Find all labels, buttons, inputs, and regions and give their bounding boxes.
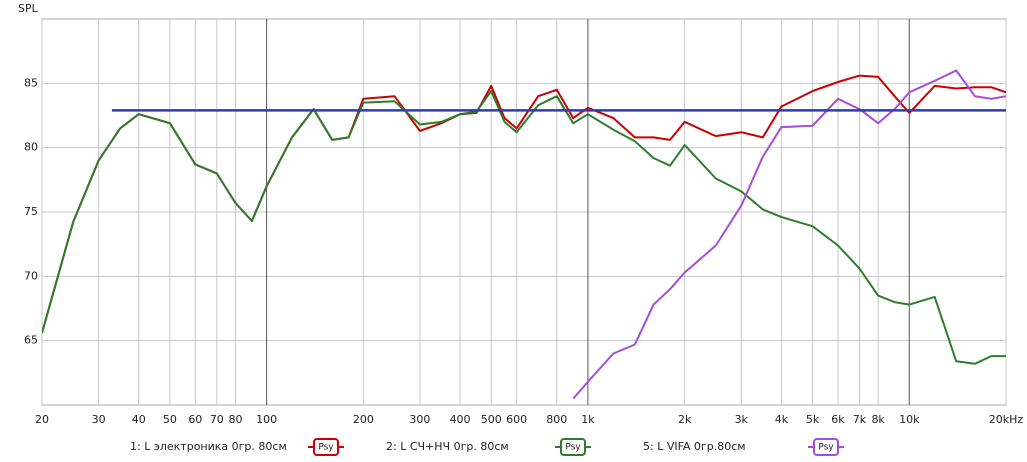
x-tick-label: 800 xyxy=(546,413,567,426)
legend-badge xyxy=(313,438,339,456)
x-tick-label: 10k xyxy=(899,413,920,426)
y-axis-label: SPL xyxy=(18,2,39,15)
legend-badge-text: Psy xyxy=(818,443,834,453)
x-tick-label: 20kHz xyxy=(989,413,1024,426)
plot-lines xyxy=(42,69,1006,400)
x-tick-label: 500 xyxy=(481,413,502,426)
x-tick-label: 20 xyxy=(35,413,49,426)
legend-label: 1: L электроника 0гр. 80см xyxy=(130,440,287,453)
x-tick-label: 600 xyxy=(506,413,527,426)
legend-badge-text: Psy xyxy=(318,443,334,453)
legend-label: 2: L СЧ+НЧ 0гр. 80см xyxy=(386,440,509,453)
legend-label: 5: L VIFA 0гр.80см xyxy=(643,440,746,453)
series-line xyxy=(42,90,1006,365)
x-tick-label: 400 xyxy=(450,413,471,426)
x-tick-label: 1k xyxy=(581,413,595,426)
x-tick-label: 2k xyxy=(678,413,692,426)
x-tick-label: 50 xyxy=(163,413,177,426)
legend-badge xyxy=(560,438,586,456)
x-tick-label: 5k xyxy=(806,413,820,426)
y-tick-label: 85 xyxy=(24,76,38,89)
x-tick-label: 7k xyxy=(853,413,867,426)
x-tick-label: 40 xyxy=(132,413,146,426)
y-tick-label: 70 xyxy=(24,269,38,282)
x-tick-label: 30 xyxy=(92,413,106,426)
y-tick-label: 75 xyxy=(24,205,38,218)
x-tick-label: 80 xyxy=(228,413,242,426)
series-line xyxy=(572,69,1006,400)
x-tick-label: 6k xyxy=(831,413,845,426)
legend-badge-text: Psy xyxy=(565,443,581,453)
x-tick-label: 60 xyxy=(188,413,202,426)
x-tick-label: 3k xyxy=(735,413,749,426)
x-tick-label: 100 xyxy=(256,413,277,426)
x-tick-label: 4k xyxy=(775,413,789,426)
y-tick-label: 65 xyxy=(24,334,38,347)
legend-badge xyxy=(813,438,839,456)
x-tick-label: 300 xyxy=(409,413,430,426)
y-tick-label: 80 xyxy=(24,141,38,154)
x-tick-label: 8k xyxy=(871,413,885,426)
x-tick-label: 70 xyxy=(210,413,224,426)
x-tick-label: 200 xyxy=(353,413,374,426)
